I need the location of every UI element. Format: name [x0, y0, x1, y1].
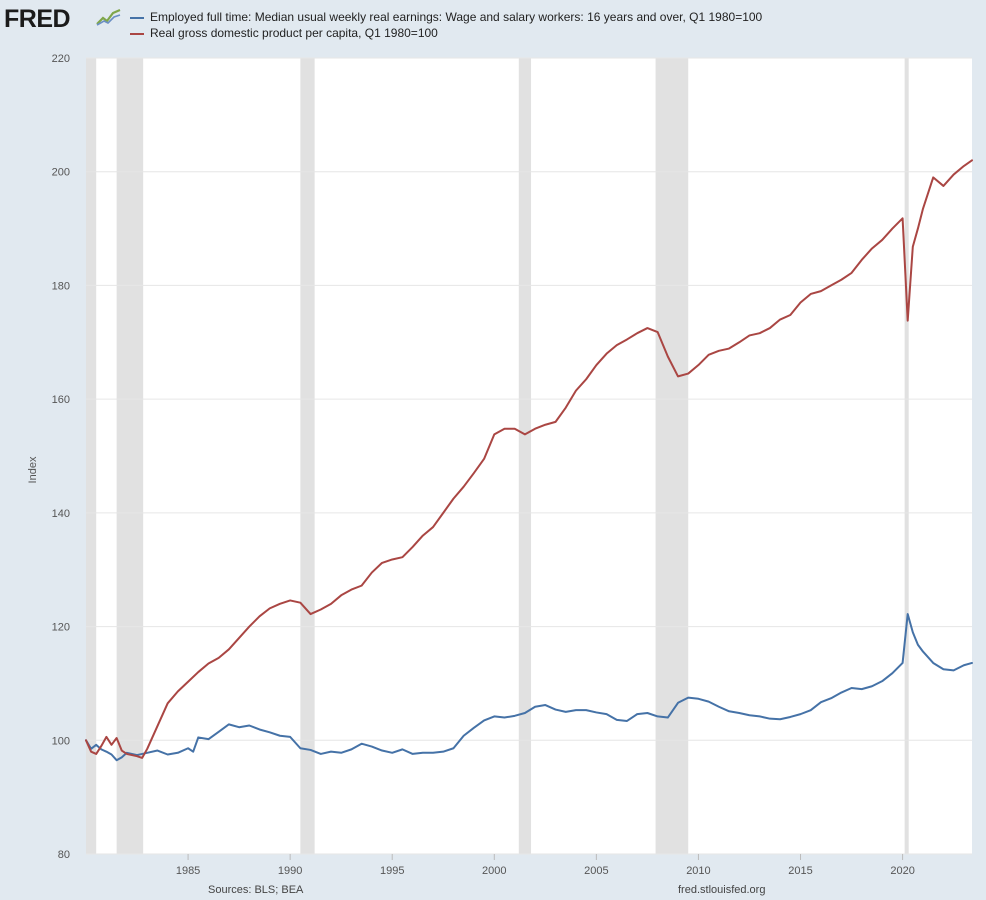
- x-tick-label: 1990: [278, 865, 302, 877]
- fred-logo-graph-icon: [96, 8, 122, 26]
- x-tick-label: 2010: [686, 865, 710, 877]
- y-tick-label: 100: [52, 735, 70, 747]
- recession-bands: [86, 58, 909, 854]
- legend-label-gdp: Real gross domestic product per capita, …: [150, 26, 438, 40]
- y-tick-label: 220: [52, 53, 70, 65]
- recession-band: [300, 58, 315, 854]
- y-tick-label: 180: [52, 280, 70, 292]
- series-line-gdp[interactable]: [85, 159, 973, 759]
- legend-label-earnings: Employed full time: Median usual weekly …: [150, 10, 763, 24]
- gridlines: [86, 57, 972, 855]
- legend-swatch-gdp: [130, 32, 144, 35]
- x-tick-label: 2015: [788, 865, 812, 877]
- series-lines: [85, 159, 973, 762]
- y-tick-label: 200: [52, 167, 70, 179]
- y-tick-label: 120: [52, 622, 70, 634]
- x-tick-label: 2020: [890, 865, 914, 877]
- y-tick-label: 160: [52, 394, 70, 406]
- recession-band: [904, 58, 909, 854]
- recession-band: [518, 58, 532, 854]
- y-tick-label: 80: [58, 849, 70, 861]
- chart-header: FRED Employed full time: Median usual we…: [0, 0, 986, 56]
- x-tick-label: 2005: [584, 865, 608, 877]
- sources-note: Sources: BLS; BEA: [208, 884, 304, 896]
- fred-logo[interactable]: FRED: [4, 5, 71, 33]
- x-tick-label: 1995: [380, 865, 404, 877]
- series-line-earnings[interactable]: [85, 613, 973, 762]
- x-tick-label: 1985: [176, 865, 200, 877]
- legend-item-gdp[interactable]: Real gross domestic product per capita, …: [130, 26, 438, 40]
- x-axis-ticks: 1985 1990 1995 2000 2005 2010 2015 2020: [176, 854, 915, 877]
- recession-band: [116, 58, 144, 854]
- legend-item-earnings[interactable]: Employed full time: Median usual weekly …: [130, 10, 762, 24]
- fred-site-link[interactable]: fred.stlouisfed.org: [678, 884, 766, 896]
- x-tick-label: 2000: [482, 865, 506, 877]
- recession-band: [86, 58, 97, 854]
- y-axis-label: Index: [27, 456, 39, 483]
- recession-band: [655, 58, 689, 854]
- y-axis-ticks: 80 100 120 140 160 180 200 220: [52, 53, 70, 861]
- y-tick-label: 140: [52, 508, 70, 520]
- legend-swatch-earnings: [130, 16, 144, 19]
